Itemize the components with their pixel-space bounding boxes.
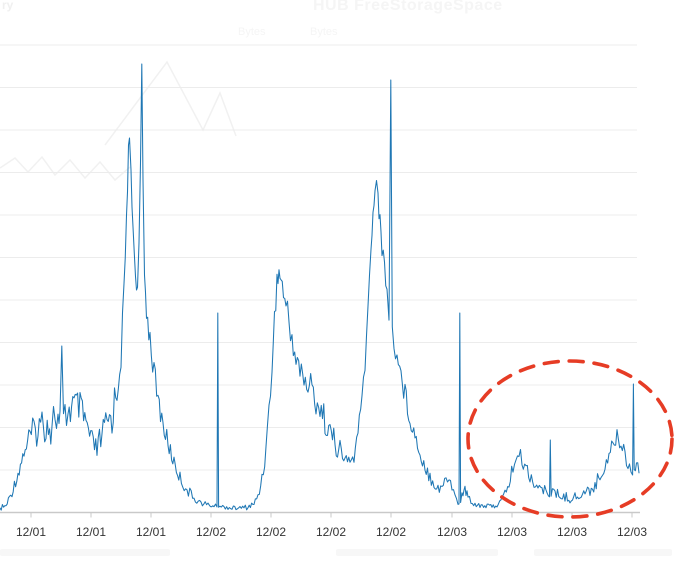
x-tick-label: 12/03	[617, 525, 647, 539]
x-tick-label: 12/03	[437, 525, 467, 539]
x-tick-label: 12/01	[16, 525, 46, 539]
ghost-text-bar	[0, 549, 170, 556]
x-tick-label: 12/01	[136, 525, 166, 539]
ghost-unit-label-2: Bytes	[310, 26, 338, 38]
ghost-text-bar	[534, 549, 672, 556]
ghost-chart-title: HUB FreeStorageSpace	[313, 0, 503, 14]
x-tick-label: 12/02	[196, 525, 226, 539]
ghost-polyline	[104, 60, 237, 146]
x-tick-label: 12/02	[316, 525, 346, 539]
ghost-text-bar	[336, 549, 498, 556]
series-line-freestoragespace	[0, 63, 640, 511]
ghost-unit-label-1: Bytes	[238, 26, 266, 38]
x-tick-label: 12/02	[376, 525, 406, 539]
x-tick-label: 12/03	[557, 525, 587, 539]
ghost-corner-text: ry	[2, 0, 14, 12]
x-tick-label: 12/01	[76, 525, 106, 539]
x-tick-label: 12/03	[497, 525, 527, 539]
x-tick-label: 12/02	[256, 525, 286, 539]
annotation-ellipse	[466, 359, 674, 519]
ghost-polyline	[0, 155, 131, 182]
